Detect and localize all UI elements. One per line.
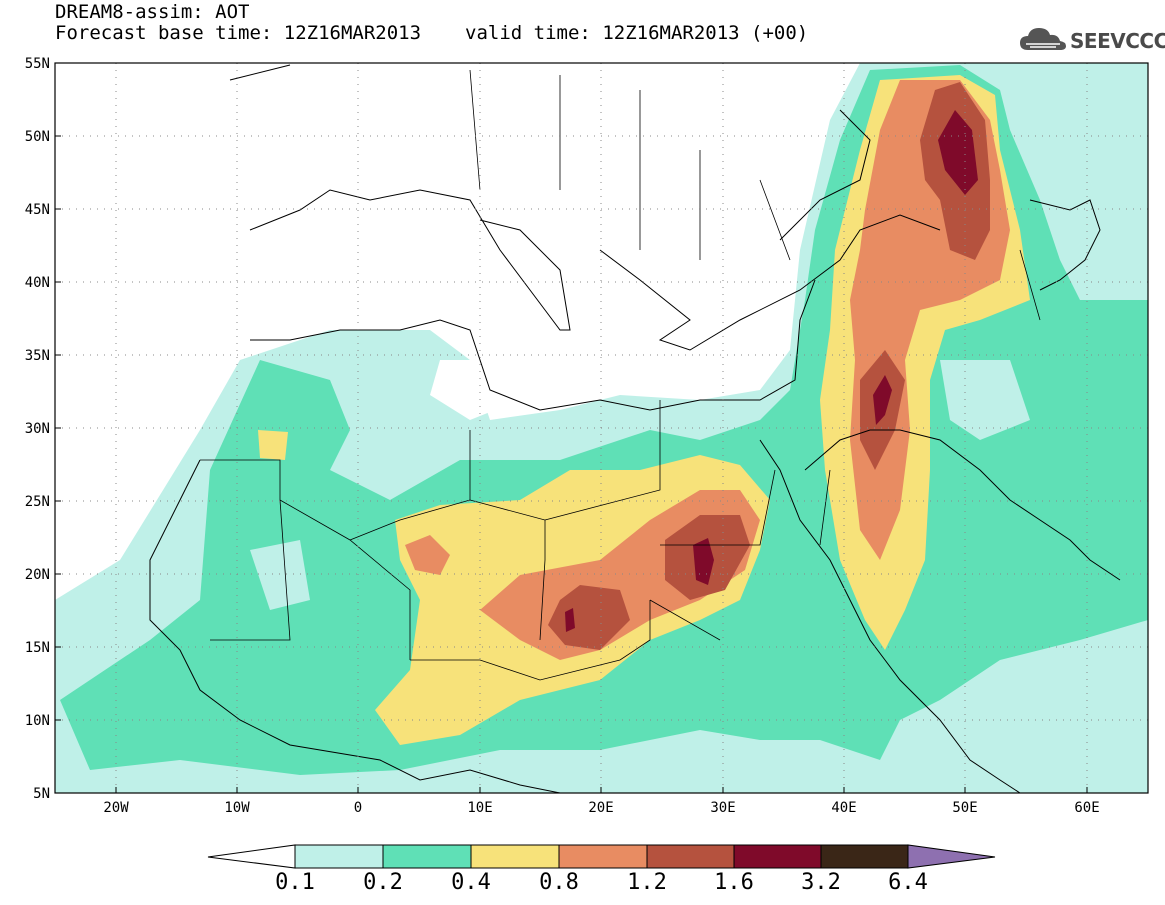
colorbar-label: 0.1 bbox=[275, 870, 315, 895]
lat-label: 20N bbox=[25, 567, 50, 583]
colorbar-low-arrow bbox=[207, 844, 296, 869]
seevccc-logo: SEEVCCC bbox=[1018, 24, 1165, 56]
lat-labels: 55N 50N 45N 40N 35N 30N 25N 20N 15N 10N … bbox=[25, 56, 50, 802]
lon-labels: 20W 10W 0 10E 20E 30E 40E 50E 60E bbox=[103, 800, 1099, 816]
lon-label: 50E bbox=[952, 800, 977, 816]
lat-label: 30N bbox=[25, 421, 50, 437]
colorbar-label: 0.4 bbox=[451, 870, 491, 895]
lon-label: 10E bbox=[467, 800, 492, 816]
lat-label: 25N bbox=[25, 494, 50, 510]
colorbar-label: 6.4 bbox=[888, 870, 928, 895]
lat-label: 50N bbox=[25, 129, 50, 145]
base-time-label: Forecast base time: 12Z16MAR2013 bbox=[55, 22, 422, 44]
colorbar-swatch bbox=[646, 844, 735, 869]
valid-time-label: valid time: 12Z16MAR2013 (+00) bbox=[465, 22, 809, 44]
lon-label: 10W bbox=[224, 800, 250, 816]
colorbar-swatch bbox=[294, 844, 384, 869]
cloud-icon bbox=[1020, 28, 1066, 50]
lon-label: 30E bbox=[710, 800, 735, 816]
lat-label: 5N bbox=[33, 786, 50, 802]
colorbar-high-arrow bbox=[907, 844, 996, 869]
colorbar-swatch bbox=[470, 844, 560, 869]
colorbar-label: 0.2 bbox=[363, 870, 403, 895]
country-borders bbox=[200, 69, 1041, 681]
colorbar-label: 3.2 bbox=[801, 870, 841, 895]
colorbar-swatch bbox=[820, 844, 909, 869]
colorbar-swatch bbox=[558, 844, 648, 869]
lat-label: 45N bbox=[25, 202, 50, 218]
lon-label: 20W bbox=[103, 800, 129, 816]
tick-marks bbox=[55, 62, 1088, 794]
lon-label: 20E bbox=[588, 800, 613, 816]
colorbar-label: 1.2 bbox=[627, 870, 667, 895]
aot-band-1.2 bbox=[548, 585, 630, 650]
coastlines bbox=[149, 64, 1121, 793]
colorbar-swatch bbox=[382, 844, 472, 869]
time-info: Forecast base time: 12Z16MAR2013 valid ti… bbox=[55, 23, 808, 43]
logo-text: SEEVCCC bbox=[1070, 29, 1165, 53]
chart-title: DREAM8-assim: AOT bbox=[55, 1, 250, 23]
lon-label: 40E bbox=[831, 800, 856, 816]
aot-band-1.6 bbox=[938, 110, 978, 195]
colorbar-label: 1.6 bbox=[714, 870, 754, 895]
lat-label: 55N bbox=[25, 56, 50, 72]
lon-label: 0 bbox=[354, 800, 362, 816]
colorbar bbox=[207, 844, 996, 869]
lon-label: 60E bbox=[1074, 800, 1099, 816]
colorbar-swatch bbox=[733, 844, 822, 869]
lat-label: 40N bbox=[25, 275, 50, 291]
lat-label: 15N bbox=[25, 640, 50, 656]
colorbar-label: 0.8 bbox=[539, 870, 579, 895]
gridlines bbox=[55, 63, 1148, 793]
lat-label: 35N bbox=[25, 348, 50, 364]
lat-label: 10N bbox=[25, 713, 50, 729]
